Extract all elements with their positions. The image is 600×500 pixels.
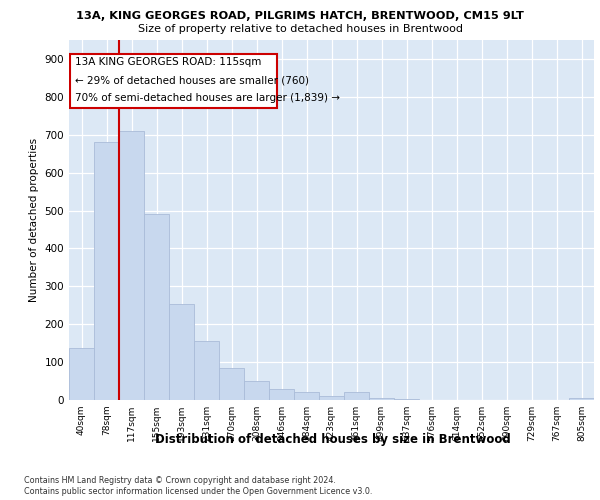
Bar [219,368,244,400]
Text: 70% of semi-detached houses are larger (1,839) →: 70% of semi-detached houses are larger (… [75,94,340,104]
Bar [94,142,119,400]
Bar [369,398,394,400]
Bar [269,390,294,400]
Bar [244,381,269,400]
Bar [394,399,419,400]
Bar [144,214,169,400]
FancyBboxPatch shape [70,54,277,108]
Bar [119,131,144,400]
Text: ← 29% of detached houses are smaller (760): ← 29% of detached houses are smaller (76… [75,76,309,86]
Bar [319,396,344,400]
Text: Distribution of detached houses by size in Brentwood: Distribution of detached houses by size … [155,432,511,446]
Bar [569,398,594,400]
Text: 13A, KING GEORGES ROAD, PILGRIMS HATCH, BRENTWOOD, CM15 9LT: 13A, KING GEORGES ROAD, PILGRIMS HATCH, … [76,11,524,21]
Bar [294,392,319,400]
Bar [69,348,94,400]
Bar [344,392,369,400]
Bar [194,342,219,400]
Text: 13A KING GEORGES ROAD: 115sqm: 13A KING GEORGES ROAD: 115sqm [75,58,262,68]
Text: Contains HM Land Registry data © Crown copyright and database right 2024.: Contains HM Land Registry data © Crown c… [24,476,336,485]
Bar [169,304,194,400]
Y-axis label: Number of detached properties: Number of detached properties [29,138,39,302]
Text: Contains public sector information licensed under the Open Government Licence v3: Contains public sector information licen… [24,488,373,496]
Text: Size of property relative to detached houses in Brentwood: Size of property relative to detached ho… [137,24,463,34]
